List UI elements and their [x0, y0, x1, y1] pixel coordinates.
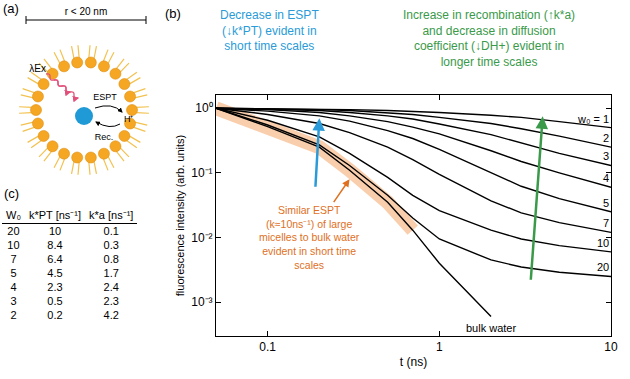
svg-text:10⁰: 10⁰ [195, 101, 212, 115]
svg-text:4: 4 [603, 172, 609, 184]
svg-text:0.1: 0.1 [259, 340, 276, 354]
svg-text:3: 3 [603, 150, 609, 162]
svg-text:bulk water: bulk water [466, 322, 516, 334]
svg-text:(a): (a) [3, 1, 19, 16]
svg-text:Increase in recombination (↑k*: Increase in recombination (↑k*a)and decr… [403, 8, 575, 69]
html-text:k*a [ns⁻¹]: k*a [ns⁻¹] [89, 209, 134, 221]
html-text:2.4: 2.4 [103, 281, 119, 293]
svg-text:(b): (b) [165, 6, 181, 21]
html-text:k*PT [ns⁻¹]: k*PT [ns⁻¹] [29, 209, 81, 221]
svg-text:10⁻²: 10⁻² [191, 231, 212, 245]
html-text:0.8: 0.8 [103, 253, 119, 265]
html-text:4.2: 4.2 [103, 309, 119, 321]
svg-text:5: 5 [603, 197, 609, 209]
html-text:2: 2 [10, 309, 17, 321]
svg-text:H⁺: H⁺ [124, 114, 134, 124]
html-text:(c): (c) [4, 186, 20, 201]
svg-text:10⁻¹: 10⁻¹ [191, 166, 212, 180]
svg-text:t (ns): t (ns) [400, 355, 427, 369]
html-text:0.1: 0.1 [103, 225, 119, 237]
svg-text:7: 7 [603, 217, 609, 229]
svg-text:10⁻³: 10⁻³ [191, 295, 212, 309]
html-text:10: 10 [7, 239, 20, 251]
svg-text:10: 10 [604, 340, 618, 354]
html-text:6.4: 6.4 [47, 253, 63, 265]
html-text:W₀: W₀ [6, 208, 21, 221]
html-text:7: 7 [10, 253, 17, 265]
html-text:2.3: 2.3 [47, 281, 63, 293]
html-text:10: 10 [48, 225, 62, 237]
svg-text:λEx: λEx [29, 63, 46, 74]
html-text:20: 20 [7, 225, 20, 237]
svg-text:ESPT: ESPT [93, 92, 117, 102]
svg-text:20: 20 [597, 261, 609, 273]
svg-text:w₀ = 1: w₀ = 1 [577, 113, 609, 125]
svg-text:10: 10 [597, 237, 609, 249]
html-text:4: 4 [10, 281, 17, 293]
svg-text:Decrease in ESPT(↓k*PT) eviden: Decrease in ESPT(↓k*PT) evident inshort … [220, 8, 319, 53]
html-text:0.2: 0.2 [47, 309, 63, 321]
svg-text:1: 1 [436, 340, 443, 354]
svg-text:Similar ESPT(k≈10ns⁻¹) of larg: Similar ESPT(k≈10ns⁻¹) of largemicelles … [259, 204, 360, 271]
html-text:8.4: 8.4 [47, 239, 63, 251]
svg-text:Rec.: Rec. [95, 132, 114, 142]
html-text:3: 3 [10, 295, 17, 307]
html-text:0.5: 0.5 [47, 295, 63, 307]
html-text:2.3: 2.3 [103, 295, 119, 307]
svg-text:2: 2 [603, 132, 609, 144]
html-text:4.5: 4.5 [47, 267, 63, 279]
svg-text:fluorescence intensity (arb. u: fluorescence intensity (arb. units) [174, 135, 186, 296]
html-text:1.7: 1.7 [103, 267, 119, 279]
svg-text:r < 20 nm: r < 20 nm [65, 6, 108, 17]
html-text:0.3: 0.3 [103, 239, 119, 251]
html-text:5: 5 [10, 267, 17, 279]
